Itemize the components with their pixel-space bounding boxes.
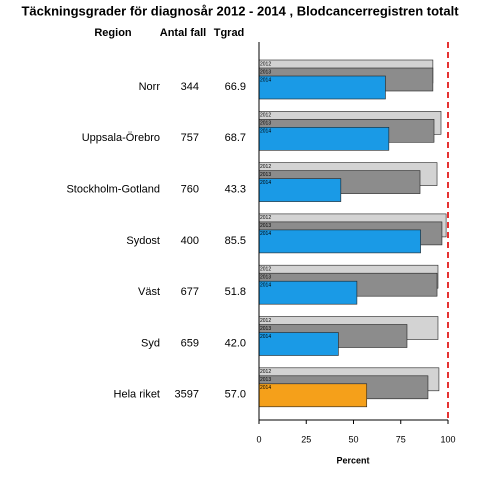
bar <box>258 280 358 305</box>
series-label: 2012 <box>260 267 271 273</box>
x-tick-label: 100 <box>440 434 455 444</box>
x-tick-label: 75 <box>396 434 406 444</box>
column-header: Antal fall <box>160 27 206 39</box>
region-label: Väst <box>138 286 160 298</box>
series-label: 2014 <box>260 77 271 83</box>
series-label: 2014 <box>260 129 271 135</box>
chart-title: Täckningsgrader för diagnosår 2012 - 201… <box>21 3 459 18</box>
tgrad-label: 68.7 <box>225 132 246 144</box>
column-header: Tgrad <box>214 27 245 39</box>
series-label: 2014 <box>260 385 271 391</box>
region-label: Hela riket <box>114 389 160 401</box>
tgrad-label: 66.9 <box>225 81 246 93</box>
series-label: 2012 <box>260 113 271 119</box>
series-label: 2013 <box>260 377 271 383</box>
tgrad-label: 51.8 <box>225 286 246 298</box>
cases-label: 677 <box>181 286 199 298</box>
series-label: 2012 <box>260 215 271 221</box>
region-label: Uppsala-Örebro <box>82 132 160 144</box>
series-label: 2012 <box>260 369 271 375</box>
series-label: 2012 <box>260 318 271 324</box>
tgrad-label: 57.0 <box>225 389 246 401</box>
series-label: 2013 <box>260 121 271 127</box>
bar <box>258 229 421 254</box>
series-label: 2013 <box>260 172 271 178</box>
series-label: 2013 <box>260 275 271 281</box>
series-label: 2012 <box>260 164 271 170</box>
cases-label: 760 <box>181 184 199 196</box>
region-label: Sydost <box>126 235 160 247</box>
x-tick-label: 25 <box>301 434 311 444</box>
region-label: Stockholm-Gotland <box>66 184 160 196</box>
region-label: Syd <box>141 337 160 349</box>
column-header: Region <box>94 27 132 39</box>
x-axis-label: Percent <box>336 455 369 465</box>
tgrad-label: 43.3 <box>225 184 246 196</box>
x-tick-label: 0 <box>256 434 261 444</box>
region-label: Norr <box>139 81 161 93</box>
series-label: 2014 <box>260 283 271 289</box>
x-tick-label: 50 <box>348 434 358 444</box>
cases-label: 3597 <box>175 389 199 401</box>
bar <box>258 75 386 100</box>
series-label: 2014 <box>260 231 271 237</box>
tgrad-label: 85.5 <box>225 235 246 247</box>
series-label: 2012 <box>260 61 271 67</box>
series-label: 2013 <box>260 69 271 75</box>
cases-label: 659 <box>181 337 199 349</box>
series-label: 2013 <box>260 326 271 332</box>
bar <box>258 383 368 408</box>
cases-label: 400 <box>181 235 199 247</box>
cases-label: 344 <box>181 81 199 93</box>
series-label: 2014 <box>260 180 271 186</box>
series-label: 2013 <box>260 223 271 229</box>
series-label: 2014 <box>260 334 271 340</box>
bar <box>258 178 342 202</box>
bar <box>258 127 390 151</box>
cases-label: 757 <box>181 132 199 144</box>
tgrad-label: 42.0 <box>225 337 246 349</box>
